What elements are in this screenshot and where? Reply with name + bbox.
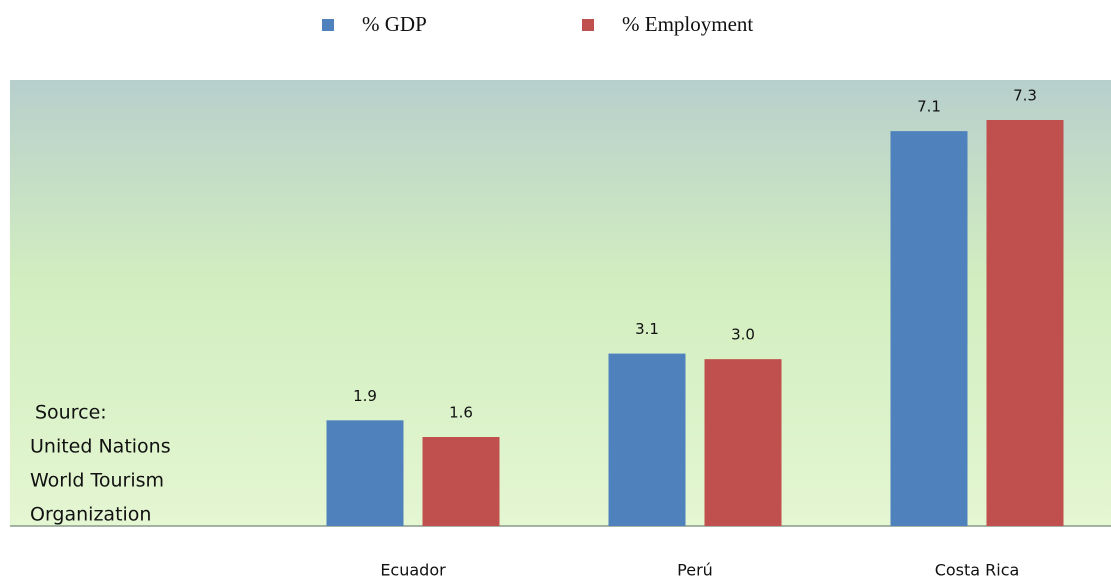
value-label: 3.0 — [731, 326, 755, 344]
value-label: 7.3 — [1013, 87, 1037, 105]
x-tick-label: Ecuador — [380, 561, 446, 580]
bar — [890, 131, 968, 526]
source-note: Organization — [30, 504, 151, 526]
value-label: 7.1 — [917, 98, 941, 116]
value-label: 1.6 — [449, 404, 473, 422]
bar — [326, 420, 404, 526]
value-label: 3.1 — [635, 320, 659, 338]
legend-label: % GDP — [362, 12, 427, 36]
bar — [422, 437, 500, 526]
source-note: United Nations — [30, 436, 171, 458]
bar — [986, 120, 1064, 526]
bar — [704, 359, 782, 526]
x-tick-label: Costa Rica — [935, 561, 1020, 580]
legend-label: % Employment — [622, 12, 753, 36]
bar — [608, 353, 686, 526]
value-label: 1.9 — [353, 387, 377, 405]
legend-swatch — [582, 19, 594, 31]
source-note: Source: — [35, 402, 107, 424]
legend-swatch — [322, 19, 334, 31]
x-tick-label: Perú — [677, 561, 713, 580]
source-note: World Tourism — [30, 470, 164, 492]
